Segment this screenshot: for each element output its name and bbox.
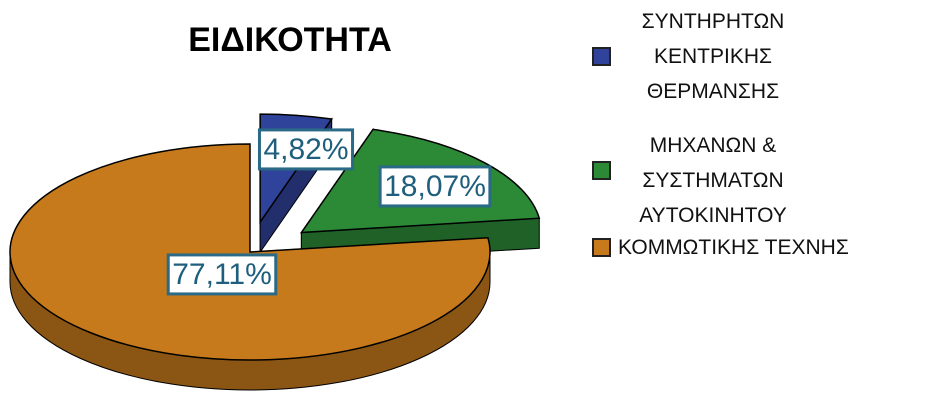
- chart-title: ΕΙΔΙΚΟΤΗΤΑ: [188, 21, 392, 59]
- data-label: 18,07%: [384, 170, 486, 203]
- legend-swatch: [592, 238, 611, 257]
- legend-label: ΚΟΜΜΩΤΙΚΗΣ ΤΕΧΝΗΣ: [618, 236, 849, 259]
- legend-swatch: [592, 47, 611, 66]
- legend-label: ΣΥΝΤΗΡΗΤΩΝ ΚΕΝΤΡΙΚΗΣ ΘΕΡΜΑΝΣΗΣ: [641, 10, 785, 103]
- data-label: 4,82%: [263, 133, 348, 166]
- pie-slice: [9, 143, 491, 391]
- data-label: 77,11%: [172, 258, 272, 291]
- data-label-box: [166, 253, 278, 296]
- data-label-box: [378, 165, 492, 208]
- legend-swatch: [592, 161, 611, 180]
- slice-top: [9, 143, 491, 361]
- data-label-box: [257, 128, 355, 171]
- legend-label: ΜΗΧΑΝΩΝ & ΣΥΣΤΗΜΑΤΩΝ ΑΥΤΟΚΙΝΗΤΟΥ: [639, 134, 787, 227]
